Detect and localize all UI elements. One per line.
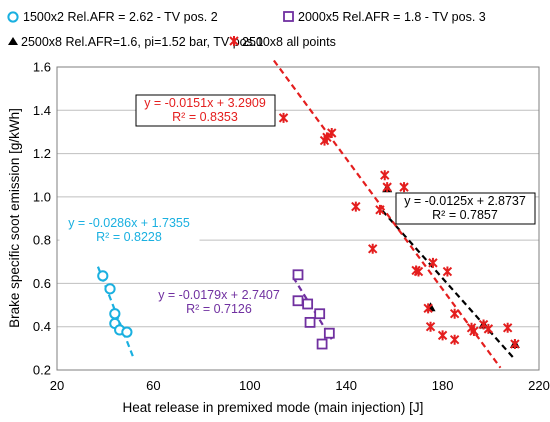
data-point-s4 xyxy=(437,330,448,341)
data-point-s2 xyxy=(302,298,314,310)
data-point-s4 xyxy=(502,322,513,333)
data-point-s4 xyxy=(375,204,385,215)
data-point-s4 xyxy=(449,334,460,345)
legend-item-s4: 2500x8 all points xyxy=(229,35,336,49)
data-point-s2 xyxy=(304,316,316,328)
y-tick-label: 1.0 xyxy=(33,189,51,204)
y-tick-label: 0.6 xyxy=(33,276,51,291)
legend-label-s2: 2000x5 Rel.AFR = 1.8 - TV pos. 3 xyxy=(298,10,486,24)
data-point-s4 xyxy=(469,326,479,337)
data-point-s2 xyxy=(314,308,326,320)
y-tick-label: 1.6 xyxy=(33,60,51,75)
x-tick-label: 220 xyxy=(528,378,550,393)
data-point-s1 xyxy=(97,270,109,282)
y-tick-label: 0.4 xyxy=(33,319,51,334)
x-tick-label: 180 xyxy=(432,378,454,393)
x-tick-label: 20 xyxy=(50,378,64,393)
y-tick-label: 0.2 xyxy=(33,363,51,378)
x-axis-title: Heat release in premixed mode (main inje… xyxy=(123,400,424,415)
data-point-s4 xyxy=(327,128,337,139)
trendline-s3 xyxy=(381,209,516,361)
equation-box-s4: y = -0.0151x + 3.2909 R² = 0.8353 xyxy=(135,94,276,127)
data-point-s4 xyxy=(449,308,460,319)
x-tick-labels: 20 60 100 140 180 220 xyxy=(50,378,550,393)
r2-s4: R² = 0.8353 xyxy=(172,110,238,124)
data-point-s4 xyxy=(425,321,436,332)
data-point-s2 xyxy=(292,269,304,281)
legend-marker-triangle xyxy=(8,37,18,45)
data-point-s4 xyxy=(351,201,361,212)
data-point-s4 xyxy=(368,243,378,254)
data-points xyxy=(97,112,520,350)
equation-box-s1: y = -0.0286x + 1.7355 R² = 0.8228 xyxy=(59,214,200,247)
equation-box-s2-frame xyxy=(149,286,290,319)
x-tick-label: 140 xyxy=(335,378,357,393)
legend-item-s2: 2000x5 Rel.AFR = 1.8 - TV pos. 3 xyxy=(283,10,486,24)
equation-box-s3: y = -0.0125x + 2.8737 R² = 0.7857 xyxy=(395,192,536,225)
data-point-s4 xyxy=(510,339,520,350)
equation-s1: y = -0.0286x + 1.7355 xyxy=(68,216,190,230)
equation-box-s1-frame xyxy=(59,214,200,247)
x-tick-label: 100 xyxy=(239,378,261,393)
data-point-s2 xyxy=(292,295,304,307)
data-point-s4 xyxy=(423,303,433,314)
y-axis-title: Brake specific soot emission [g/kWh] xyxy=(7,108,22,328)
legend-marker-circle xyxy=(7,11,19,23)
legend-label-s4: 2500x8 all points xyxy=(242,35,336,49)
legend: 1500x2 Rel.AFR = 2.62 - TV pos. 2 2000x5… xyxy=(7,10,486,49)
trendline-s1 xyxy=(96,266,136,360)
data-point-s2 xyxy=(316,338,328,350)
y-tick-labels: 0.2 0.4 0.6 0.8 1.0 1.2 1.4 1.6 xyxy=(33,60,51,378)
equation-box-s2: y = -0.0179x + 2.7407 R² = 0.7126 xyxy=(149,286,290,319)
legend-marker-star xyxy=(229,36,239,46)
legend-label-s3: 2500x8 Rel.AFR=1.6, pi=1.52 bar, TV pos.… xyxy=(21,35,263,49)
data-point-s4 xyxy=(413,266,424,277)
trendline-s4 xyxy=(273,59,502,369)
equation-box-s3-frame xyxy=(395,192,536,225)
data-point-s4 xyxy=(399,182,409,193)
equation-s2: y = -0.0179x + 2.7407 xyxy=(158,288,280,302)
data-point-s1 xyxy=(104,283,116,295)
x-tick-label: 60 xyxy=(146,378,160,393)
y-tick-label: 1.2 xyxy=(33,146,51,161)
data-point-s4 xyxy=(428,257,438,268)
legend-label-s1: 1500x2 Rel.AFR = 2.62 - TV pos. 2 xyxy=(23,10,218,24)
data-point-s4 xyxy=(382,182,392,193)
data-point-s2 xyxy=(323,327,335,339)
r2-s2: R² = 0.7126 xyxy=(186,302,252,316)
equation-box-s4-frame xyxy=(135,94,276,127)
data-point-s4 xyxy=(483,323,494,334)
legend-item-s1: 1500x2 Rel.AFR = 2.62 - TV pos. 2 xyxy=(7,10,218,24)
plot-area-frame xyxy=(56,66,540,371)
equation-s4: y = -0.0151x + 3.2909 xyxy=(144,96,266,110)
data-point-s1 xyxy=(109,308,121,320)
legend-marker-square xyxy=(283,11,294,22)
r2-s3: R² = 0.7857 xyxy=(432,208,498,222)
legend-item-s3: 2500x8 Rel.AFR=1.6, pi=1.52 bar, TV pos.… xyxy=(8,35,263,49)
data-point-s1 xyxy=(121,326,133,338)
equation-s3: y = -0.0125x + 2.8737 xyxy=(404,194,526,208)
data-point-s4 xyxy=(380,170,390,181)
data-point-s4 xyxy=(278,112,289,123)
y-tick-label: 1.4 xyxy=(33,103,51,118)
r2-s1: R² = 0.8228 xyxy=(96,230,162,244)
y-tick-label: 0.8 xyxy=(33,233,51,248)
data-point-s4 xyxy=(442,266,453,277)
